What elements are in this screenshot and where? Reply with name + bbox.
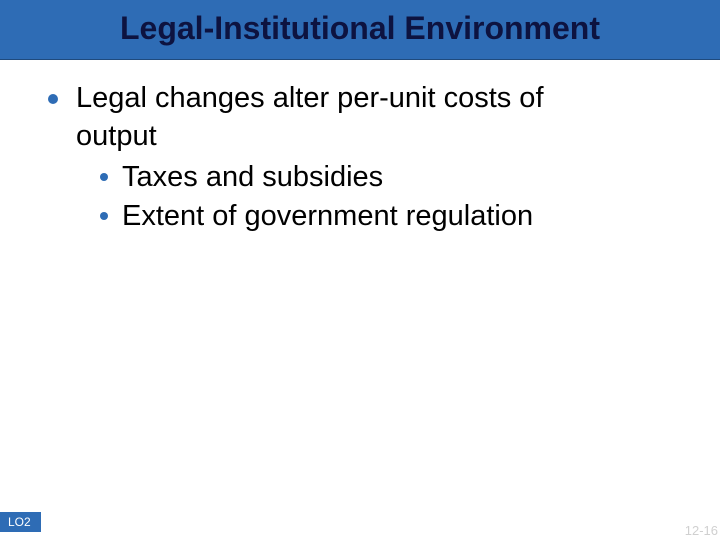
bullet-dot-icon <box>100 173 108 181</box>
bullet-dot-icon <box>100 212 108 220</box>
title-bar: Legal-Institutional Environment <box>0 0 720 60</box>
footer-page-number: 12-16 <box>685 523 718 538</box>
bullet-l1-text: Legal changes alter per-unit costs of <box>76 82 544 114</box>
slide-content: Legal changes alter per-unit costs of ou… <box>0 60 720 236</box>
bullet-level1: Legal changes alter per-unit costs of <box>48 80 672 116</box>
slide-title: Legal-Institutional Environment <box>40 10 680 47</box>
bullet-dot-icon <box>48 94 58 104</box>
bullet-level2: Extent of government regulation <box>100 198 672 236</box>
bullet-l2b-text: Extent of government regulation <box>122 200 533 232</box>
footer-left-label: LO2 <box>0 512 41 532</box>
bullet-l1-continuation: output <box>48 118 672 154</box>
bullet-level2: Taxes and subsidies <box>100 159 672 197</box>
bullet-l2a-text: Taxes and subsidies <box>122 161 383 193</box>
